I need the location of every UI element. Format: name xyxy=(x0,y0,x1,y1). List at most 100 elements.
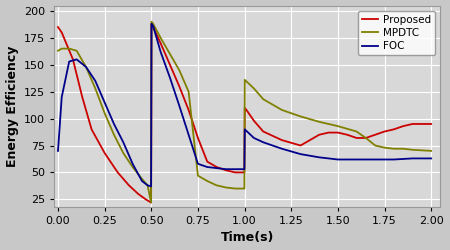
FOC xyxy=(130,162,135,165)
FOC xyxy=(316,156,322,159)
FOC xyxy=(121,141,126,144)
MPDTC xyxy=(111,133,117,136)
MPDTC xyxy=(354,130,359,133)
FOC xyxy=(186,133,191,136)
MPDTC xyxy=(74,49,79,52)
FOC xyxy=(251,136,256,140)
FOC xyxy=(148,185,154,188)
FOC xyxy=(139,180,144,182)
FOC xyxy=(59,96,64,98)
Line: Proposed: Proposed xyxy=(58,24,431,203)
FOC xyxy=(242,128,248,131)
FOC xyxy=(158,50,163,53)
MPDTC xyxy=(382,146,387,149)
Proposed xyxy=(400,124,406,128)
Proposed xyxy=(244,108,249,112)
Proposed xyxy=(205,160,210,163)
Proposed xyxy=(428,122,434,126)
FOC xyxy=(214,166,219,170)
Proposed xyxy=(55,26,61,29)
MPDTC xyxy=(67,47,72,50)
Proposed xyxy=(214,166,219,168)
MPDTC xyxy=(242,78,248,81)
MPDTC xyxy=(59,47,64,50)
MPDTC xyxy=(363,136,369,140)
MPDTC xyxy=(148,201,154,204)
Proposed xyxy=(126,184,131,187)
Proposed xyxy=(115,171,121,174)
MPDTC xyxy=(214,184,219,187)
Proposed xyxy=(251,119,256,122)
FOC xyxy=(205,166,210,168)
MPDTC xyxy=(316,120,322,123)
FOC xyxy=(83,66,89,68)
Y-axis label: Energy Efficiency: Energy Efficiency xyxy=(5,46,18,167)
Proposed xyxy=(382,130,387,133)
MPDTC xyxy=(158,36,163,39)
MPDTC xyxy=(121,152,126,154)
FOC xyxy=(102,101,108,104)
FOC xyxy=(298,152,303,156)
X-axis label: Time(s): Time(s) xyxy=(220,232,274,244)
Proposed xyxy=(195,136,201,140)
Proposed xyxy=(363,136,369,140)
Proposed xyxy=(233,171,238,174)
Legend: Proposed, MPDTC, FOC: Proposed, MPDTC, FOC xyxy=(358,11,435,55)
Proposed xyxy=(102,152,108,154)
FOC xyxy=(410,157,415,160)
Proposed xyxy=(410,122,415,126)
MPDTC xyxy=(261,98,266,101)
FOC xyxy=(93,80,98,82)
MPDTC xyxy=(242,187,247,190)
FOC xyxy=(242,168,247,171)
FOC xyxy=(150,24,156,28)
FOC xyxy=(149,22,154,25)
MPDTC xyxy=(186,90,191,93)
Proposed xyxy=(261,130,266,133)
MPDTC xyxy=(149,20,154,23)
MPDTC xyxy=(233,187,238,190)
Proposed xyxy=(307,138,313,141)
FOC xyxy=(373,158,378,161)
Proposed xyxy=(158,42,163,45)
Proposed xyxy=(335,131,341,134)
Proposed xyxy=(373,133,378,136)
Proposed xyxy=(80,96,85,98)
FOC xyxy=(111,122,117,126)
MPDTC xyxy=(176,69,182,72)
Proposed xyxy=(176,85,182,88)
Proposed xyxy=(326,131,331,134)
FOC xyxy=(55,150,61,152)
FOC xyxy=(279,147,284,150)
FOC xyxy=(261,141,266,144)
MPDTC xyxy=(130,166,135,168)
Proposed xyxy=(279,138,284,141)
Line: FOC: FOC xyxy=(58,24,431,186)
Line: MPDTC: MPDTC xyxy=(58,22,431,203)
MPDTC xyxy=(298,115,303,118)
FOC xyxy=(145,184,150,187)
MPDTC xyxy=(102,112,108,115)
MPDTC xyxy=(335,124,341,128)
MPDTC xyxy=(373,144,378,147)
MPDTC xyxy=(223,186,229,189)
MPDTC xyxy=(93,87,98,90)
MPDTC xyxy=(410,148,415,151)
FOC xyxy=(176,104,182,107)
MPDTC xyxy=(205,180,210,182)
FOC xyxy=(354,158,359,161)
Proposed xyxy=(316,133,322,136)
Proposed xyxy=(89,128,94,131)
MPDTC xyxy=(150,22,156,25)
Proposed xyxy=(167,63,173,66)
MPDTC xyxy=(391,147,396,150)
FOC xyxy=(391,158,396,161)
MPDTC xyxy=(428,150,434,152)
Proposed xyxy=(242,171,247,174)
Proposed xyxy=(186,108,191,112)
FOC xyxy=(428,157,434,160)
FOC xyxy=(233,168,238,171)
FOC xyxy=(223,168,229,171)
Proposed xyxy=(345,133,350,136)
Proposed xyxy=(150,26,156,29)
